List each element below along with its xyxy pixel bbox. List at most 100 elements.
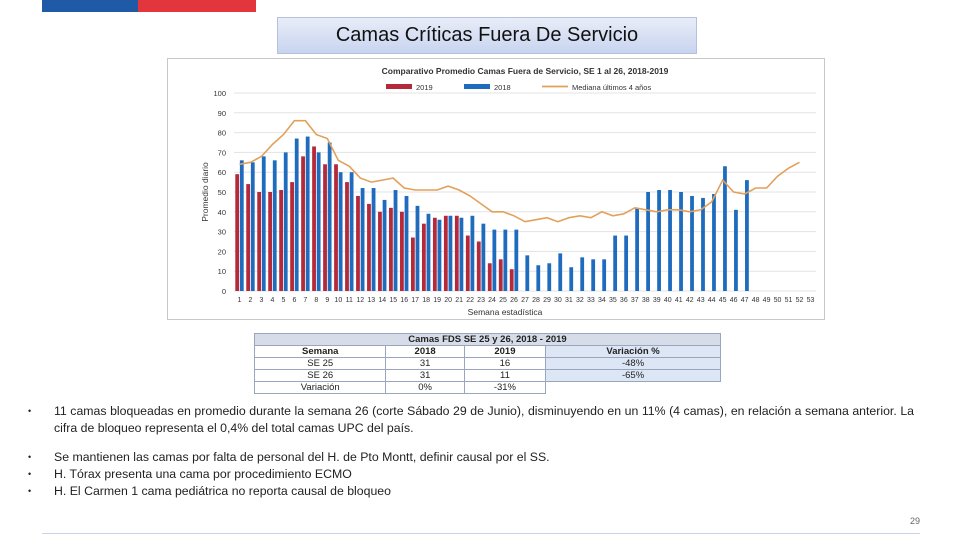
bar-2018 [690,195,694,291]
bar-2018 [470,215,475,291]
x-tick-label: 33 [587,297,595,304]
y-tick-label: 100 [213,89,226,98]
x-tick-label: 7 [303,297,307,304]
bar-2018 [492,229,497,291]
bar-2018 [536,265,541,291]
bar-2019 [378,211,382,291]
bar-2018 [239,160,244,291]
bar-2018 [657,190,661,291]
x-tick-label: 17 [411,297,419,304]
x-tick-label: 41 [675,297,683,304]
bar-2019 [290,182,294,291]
table-header-2019: 2019 [463,345,547,358]
bar-2018 [338,172,343,291]
x-tick-label: 5 [281,297,285,304]
bar-2018 [305,136,310,291]
bar-2019 [301,156,305,291]
bar-2018 [734,209,738,291]
x-tick-label: 51 [785,297,793,304]
chart-frame: Comparativo Promedio Camas Fuera de Serv… [167,58,825,320]
x-tick-label: 43 [697,297,705,304]
x-tick-label: 35 [609,297,617,304]
series-line-median [239,119,800,223]
y-tick-label: 20 [218,247,226,256]
x-tick-label: 38 [642,297,650,304]
x-tick-label: 1 [238,297,242,304]
x-tick-label: 15 [389,297,397,304]
bar-2018 [261,156,266,291]
bar-2019 [268,192,273,291]
x-tick-label: 21 [455,297,463,304]
y-tick-label: 70 [218,148,226,157]
y-axis-label: Promedio diario [200,162,210,222]
bar-2018 [723,166,727,291]
bar-2019 [345,182,349,291]
x-tick-label: 12 [356,297,364,304]
bar-2019 [421,223,426,291]
bullet-item: • H. Tórax presenta una cama por procedi… [28,466,914,483]
bar-2018 [580,257,585,291]
bullet-item: • H. El Carmen 1 cama pediátrica no repo… [28,483,914,500]
bullet-text: H. Tórax presenta una cama por procedimi… [54,467,352,481]
bullet-marker: • [28,452,32,462]
x-tick-label: 10 [334,297,342,304]
bar-2018 [283,152,288,291]
y-tick-label: 60 [218,168,226,177]
bar-2019 [246,184,251,291]
bar-2018 [635,207,640,291]
x-tick-label: 29 [543,297,551,304]
legend-label: 2019 [416,83,433,92]
x-tick-label: 48 [752,297,760,304]
x-tick-label: 13 [367,297,375,304]
bar-2019 [356,195,360,291]
table-header-semana: Semana [253,345,387,358]
table-cell-var: -65% [545,369,721,382]
x-tick-label: 32 [576,297,584,304]
bar-2019 [454,215,459,291]
x-tick-label: 27 [521,297,529,304]
y-tick-label: 90 [218,109,226,118]
bar-2019 [432,217,437,291]
bar-2019 [443,215,448,291]
bar-2018 [459,217,464,291]
footer-divider [42,533,920,534]
bar-2019 [465,235,470,291]
bar-2018 [415,205,420,291]
table-footer-empty [546,382,721,394]
table-cell-semana: SE 25 [253,357,387,370]
fds-table: Camas FDS SE 25 y 26, 2018 - 2019 Semana… [253,333,721,394]
x-tick-label: 31 [565,297,573,304]
y-tick-label: 0 [222,287,226,296]
bar-2019 [476,241,481,291]
legend-swatch-2019 [386,84,412,89]
bar-2019 [498,259,503,291]
x-tick-label: 14 [378,297,386,304]
bar-2018 [514,229,519,291]
x-tick-label: 26 [510,297,518,304]
legend-label: 2018 [494,83,511,92]
table-cell-semana: SE 26 [253,369,387,382]
x-tick-label: 6 [292,297,296,304]
x-tick-label: 50 [774,297,782,304]
x-tick-label: 25 [499,297,507,304]
bullet-marker: • [28,486,32,496]
x-tick-label: 45 [719,297,727,304]
legend-label: Mediana últimos 4 años [572,83,651,92]
bullet-text: 11 camas bloqueadas en promedio durante … [54,404,914,435]
bar-2018 [437,219,442,291]
bar-2019 [257,192,262,291]
x-tick-label: 28 [532,297,540,304]
x-tick-label: 3 [259,297,263,304]
y-tick-label: 50 [218,188,226,197]
bar-2018 [426,213,431,291]
table-footer-label: Variación [253,381,387,394]
bar-2018 [360,188,365,291]
x-tick-label: 23 [477,297,485,304]
bar-2018 [371,188,376,291]
table-cell-2018: 31 [385,357,465,370]
legend-swatch-2018 [464,84,490,89]
bar-2018 [668,190,672,291]
bar-2019 [312,146,316,291]
bar-2019 [323,164,327,291]
y-tick-label: 80 [218,129,226,138]
